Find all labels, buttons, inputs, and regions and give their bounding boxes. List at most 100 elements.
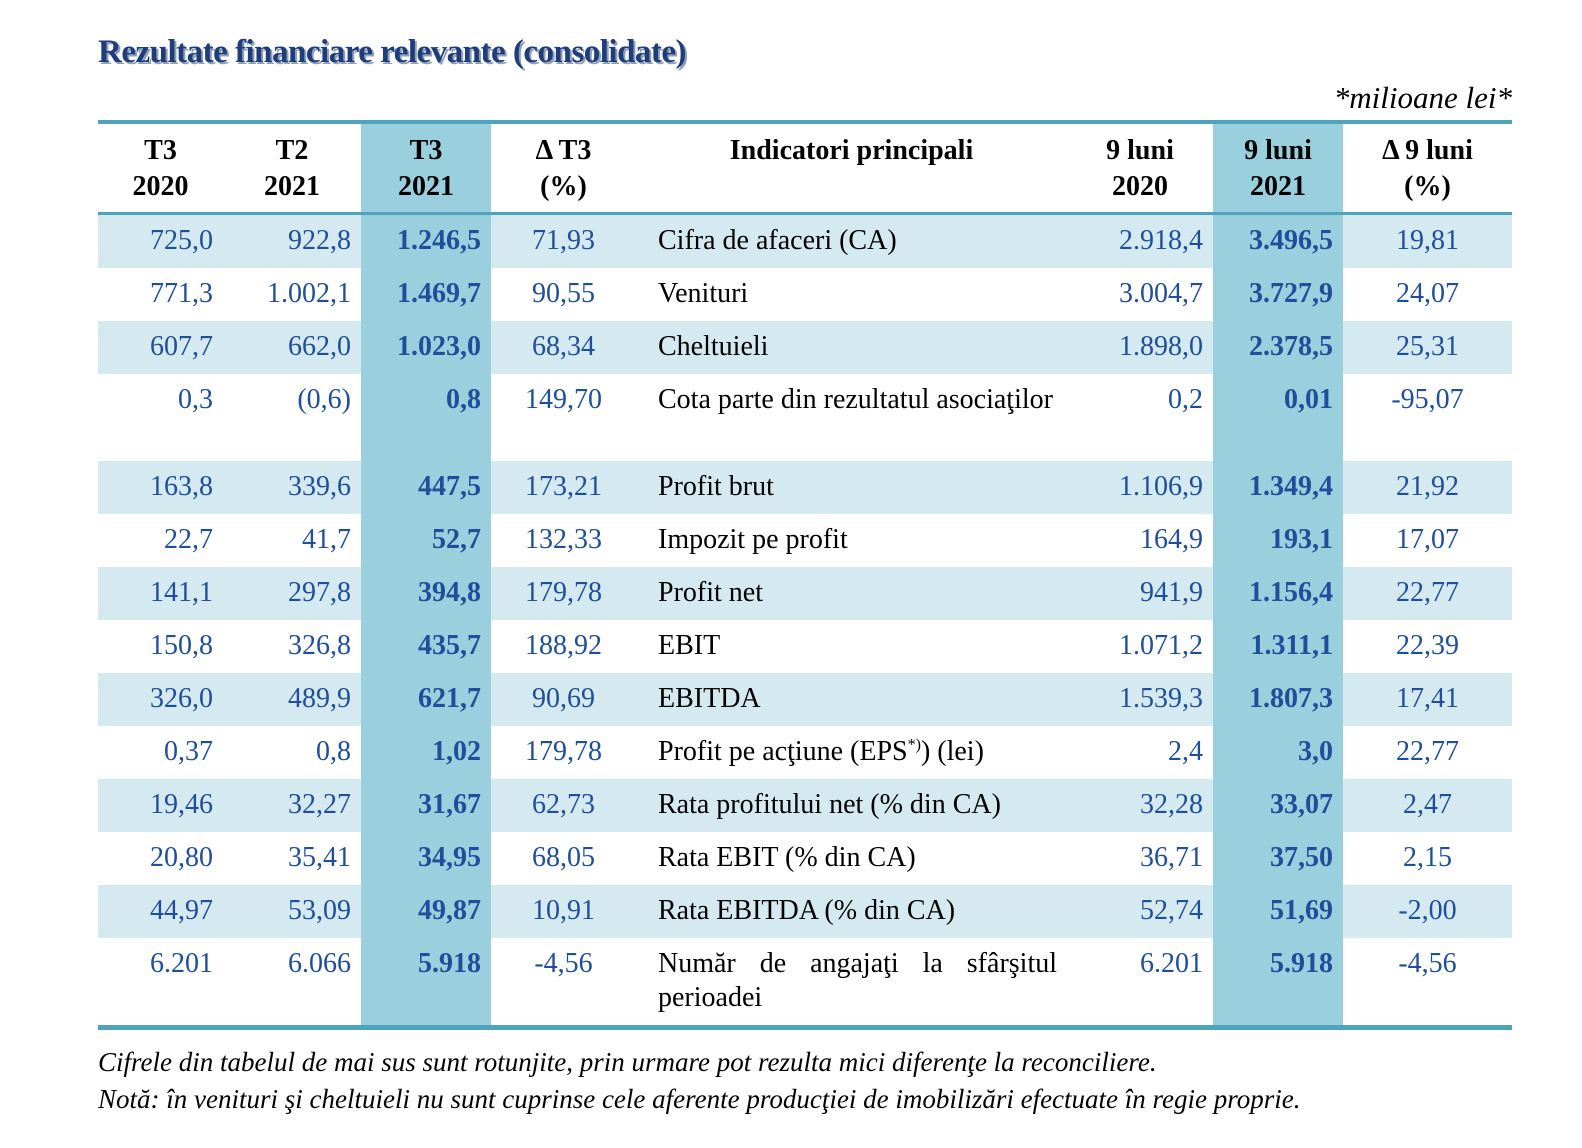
cell-delta-t3: -4,56 — [534, 948, 593, 979]
cell-t3-2020: 141,1 — [98, 567, 223, 620]
cell-delta-9m: 22,77 — [1343, 567, 1512, 620]
cell-9m-2020: 2,4 — [1168, 736, 1203, 767]
cell-t2-2021: 1.002,1 — [267, 278, 351, 309]
table-row: 22,7 41,7 52,7 132,33 Impozit pe profit 164,9… — [98, 514, 1512, 567]
cell-delta-t3: 149,70 — [525, 384, 602, 415]
cell-t2-2021: (0,6) — [297, 384, 351, 415]
cell-delta-t3: 132,33 — [525, 524, 602, 555]
table-row: 19,46 32,27 31,67 62,73 Rata profitului net … — [98, 779, 1512, 832]
unit-label: *milioane lei* — [1333, 80, 1512, 115]
cell-indicator: Venituri — [658, 278, 749, 309]
page-title: Rezultate financiare relevante (consolid… — [98, 34, 687, 70]
cell-delta-t3: 90,69 — [491, 673, 636, 726]
financial-results-table: T3 2020 T2 2021 T3 2021 Δ T3 (%) Indicatori … — [98, 120, 1512, 1030]
cell-indicator: Cifra de afaceri (CA) — [636, 213, 1067, 268]
cell-9m-2020: 164,9 — [1140, 524, 1203, 555]
cell-delta-9m: -4,56 — [1398, 948, 1457, 979]
cell-t3-2021: 394,8 — [361, 567, 491, 620]
table-row: 0,3 (0,6) 0,8 149,70 Cota parte din rezultat… — [98, 374, 1512, 461]
cell-indicator: Cheltuieli — [636, 321, 1067, 374]
header-delta-9m: Δ 9 luni (%) — [1382, 135, 1473, 202]
cell-delta-9m: 21,92 — [1343, 461, 1512, 514]
cell-delta-t3: 179,78 — [525, 736, 602, 767]
cell-delta-9m: -2,00 — [1343, 885, 1512, 938]
cell-9m-2020: 1.539,3 — [1067, 673, 1213, 726]
cell-delta-t3: 62,73 — [491, 779, 636, 832]
cell-9m-2020: 32,28 — [1067, 779, 1213, 832]
cell-delta-9m: 22,39 — [1396, 630, 1459, 661]
cell-indicator: EBIT — [658, 630, 721, 661]
cell-9m-2020: 3.004,7 — [1119, 278, 1203, 309]
header-9m-2020: 9 luni 2020 — [1106, 135, 1174, 202]
cell-indicator: Impozit pe profit — [658, 524, 848, 555]
cell-9m-2020: 6.201 — [1140, 948, 1203, 979]
table-row: 771,3 1.002,1 1.469,7 90,55 Venituri 3.004,7 3… — [98, 268, 1512, 321]
cell-t3-2021: 435,7 — [361, 620, 491, 673]
cell-delta-t3: 71,93 — [491, 213, 636, 268]
cell-9m-2021: 1.807,3 — [1213, 673, 1343, 726]
footnote-rounding: Cifrele din tabelul de mai sus sunt rotu… — [98, 1047, 1157, 1077]
header-indicator: Indicatori principali — [729, 135, 974, 166]
cell-indicator: Profit brut — [636, 461, 1067, 514]
cell-indicator: Număr de angajaţi la sfârşitul perioadei — [658, 948, 1057, 1013]
cell-t3-2020: 0,3 — [178, 384, 213, 415]
cell-t2-2021: 0,8 — [316, 736, 351, 767]
table-row: 150,8 326,8 435,7 188,92 EBIT 1.071,2 1.311,1 2… — [98, 620, 1512, 673]
cell-indicator: EBITDA — [636, 673, 1067, 726]
table-row: 607,7 662,0 1.023,0 68,34 Cheltuieli 1.898,0 2… — [98, 321, 1512, 374]
table-row: 0,37 0,8 1,02 179,78 Profit pe acţiune (EPS*… — [98, 726, 1512, 779]
cell-9m-2021: 3.496,5 — [1213, 213, 1343, 268]
cell-9m-2021: 1.311,1 — [1213, 620, 1343, 673]
cell-t3-2020: 19,46 — [98, 779, 223, 832]
cell-delta-9m: -95,07 — [1391, 384, 1464, 415]
cell-t2-2021: 32,27 — [223, 779, 361, 832]
cell-t3-2020: 725,0 — [98, 213, 223, 268]
cell-t3-2021: 0,8 — [361, 374, 491, 461]
cell-9m-2021: 0,01 — [1213, 374, 1343, 461]
cell-9m-2021: 1.349,4 — [1213, 461, 1343, 514]
cell-t2-2021: 35,41 — [288, 842, 351, 873]
cell-delta-t3: 10,91 — [491, 885, 636, 938]
cell-9m-2020: 2.918,4 — [1067, 213, 1213, 268]
cell-t3-2020: 150,8 — [150, 630, 213, 661]
cell-t2-2021: 6.066 — [288, 948, 351, 979]
cell-t3-2020: 0,37 — [164, 736, 213, 767]
table-header-row: T3 2020 T2 2021 T3 2021 Δ T3 (%) Indicatori … — [98, 122, 1512, 214]
table-row: 326,0 489,9 621,7 90,69 EBITDA 1.539,3 1.807,3… — [98, 673, 1512, 726]
cell-9m-2020: 0,2 — [1168, 384, 1203, 415]
cell-delta-9m: 17,41 — [1343, 673, 1512, 726]
cell-indicator: Profit net — [636, 567, 1067, 620]
cell-t3-2021: 1.246,5 — [361, 213, 491, 268]
cell-9m-2021: 37,50 — [1213, 832, 1343, 885]
cell-delta-9m: 17,07 — [1396, 524, 1459, 555]
cell-indicator: Rata EBIT (% din CA) — [658, 842, 916, 873]
cell-indicator: Rata EBITDA (% din CA) — [636, 885, 1067, 938]
cell-delta-9m: 24,07 — [1396, 278, 1459, 309]
table-row: 20,80 35,41 34,95 68,05 Rata EBIT (% din CA)… — [98, 832, 1512, 885]
table-row: 725,0 922,8 1.246,5 71,93 Cifra de afaceri (… — [98, 213, 1512, 268]
cell-t2-2021: 489,9 — [223, 673, 361, 726]
cell-t3-2020: 22,7 — [164, 524, 213, 555]
cell-9m-2021: 2.378,5 — [1213, 321, 1343, 374]
cell-indicator: Cota parte din rezultatul asociaţilor — [658, 384, 1053, 415]
cell-t3-2021: 5.918 — [361, 938, 491, 1028]
cell-9m-2020: 1.898,0 — [1067, 321, 1213, 374]
cell-indicator: Rata profitului net (% din CA) — [636, 779, 1067, 832]
cell-t2-2021: 339,6 — [223, 461, 361, 514]
footnote-note: Notă: în venituri şi cheltuieli nu sunt … — [98, 1084, 1301, 1114]
table-row: 6.201 6.066 5.918 -4,56 Număr de angajaţi la… — [98, 938, 1512, 1028]
header-9m-2021: 9 luni 2021 — [1213, 122, 1343, 214]
cell-9m-2020: 941,9 — [1067, 567, 1213, 620]
cell-t3-2021: 1,02 — [361, 726, 491, 779]
cell-9m-2021: 3,0 — [1213, 726, 1343, 779]
cell-9m-2020: 1.106,9 — [1067, 461, 1213, 514]
cell-delta-9m: 25,31 — [1343, 321, 1512, 374]
cell-t3-2021: 447,5 — [361, 461, 491, 514]
footnotes: Cifrele din tabelul de mai sus sunt rotu… — [98, 1044, 1301, 1118]
header-t2-2021: T2 2021 — [264, 135, 320, 202]
cell-t3-2020: 20,80 — [150, 842, 213, 873]
cell-t2-2021: 53,09 — [223, 885, 361, 938]
cell-delta-9m: 2,47 — [1343, 779, 1512, 832]
cell-t3-2021: 49,87 — [361, 885, 491, 938]
cell-delta-9m: 19,81 — [1343, 213, 1512, 268]
